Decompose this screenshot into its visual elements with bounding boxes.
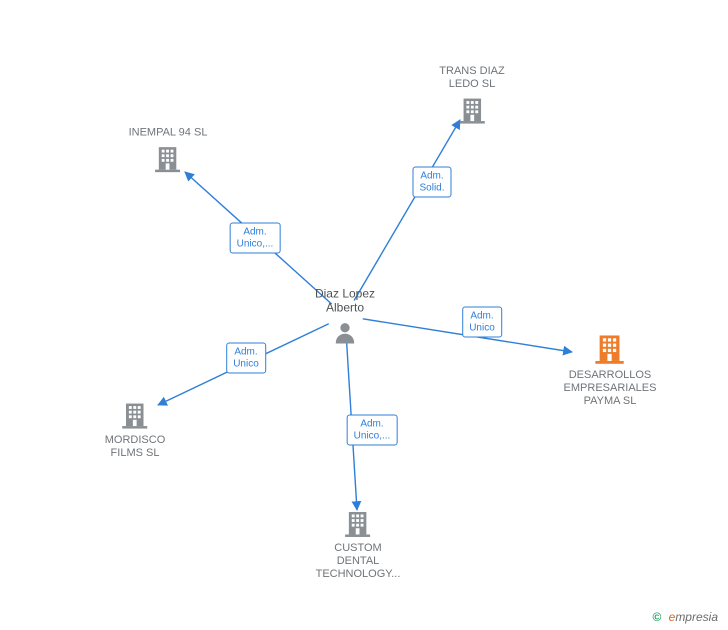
building-icon [316, 508, 401, 538]
footer-attribution: © empresia [652, 610, 718, 624]
node-label: CUSTOM DENTAL TECHNOLOGY... [316, 542, 401, 582]
node-label: TRANS DIAZ LEDO SL [439, 65, 504, 91]
company-desarrollos-payma[interactable]: DESARROLLOS EMPRESARIALES PAYMA SL [564, 331, 657, 409]
edge-label: Adm. Unico [226, 343, 266, 374]
node-label: DESARROLLOS EMPRESARIALES PAYMA SL [564, 369, 657, 409]
node-label: MORDISCO FILMS SL [105, 434, 166, 460]
company-custom-dental[interactable]: CUSTOM DENTAL TECHNOLOGY... [316, 508, 401, 582]
edge-label: Adm. Solid. [412, 167, 451, 198]
brand-rest: mpresia [675, 610, 718, 624]
edge-label: Adm. Unico,... [347, 415, 398, 446]
edge-line [354, 120, 460, 300]
company-trans-diaz-ledo[interactable]: TRANS DIAZ LEDO SL [439, 65, 504, 125]
company-inempal[interactable]: INEMPAL 94 SL [129, 126, 208, 173]
building-icon [439, 95, 504, 125]
building-icon [129, 144, 208, 174]
edge-label: Adm. Unico,... [230, 223, 281, 254]
building-icon [564, 331, 657, 365]
building-icon [105, 400, 166, 430]
copyright-icon: © [652, 610, 661, 624]
person-diaz-lopez-alberto[interactable]: Diaz Lopez Alberto [315, 287, 375, 346]
person-icon [315, 319, 375, 345]
diagram-stage: { "canvas": { "width": 728, "height": 63… [0, 0, 728, 630]
node-label: INEMPAL 94 SL [129, 126, 208, 139]
company-mordisco-films[interactable]: MORDISCO FILMS SL [105, 400, 166, 460]
edge-label: Adm. Unico [462, 307, 502, 338]
node-label: Diaz Lopez Alberto [315, 287, 375, 316]
